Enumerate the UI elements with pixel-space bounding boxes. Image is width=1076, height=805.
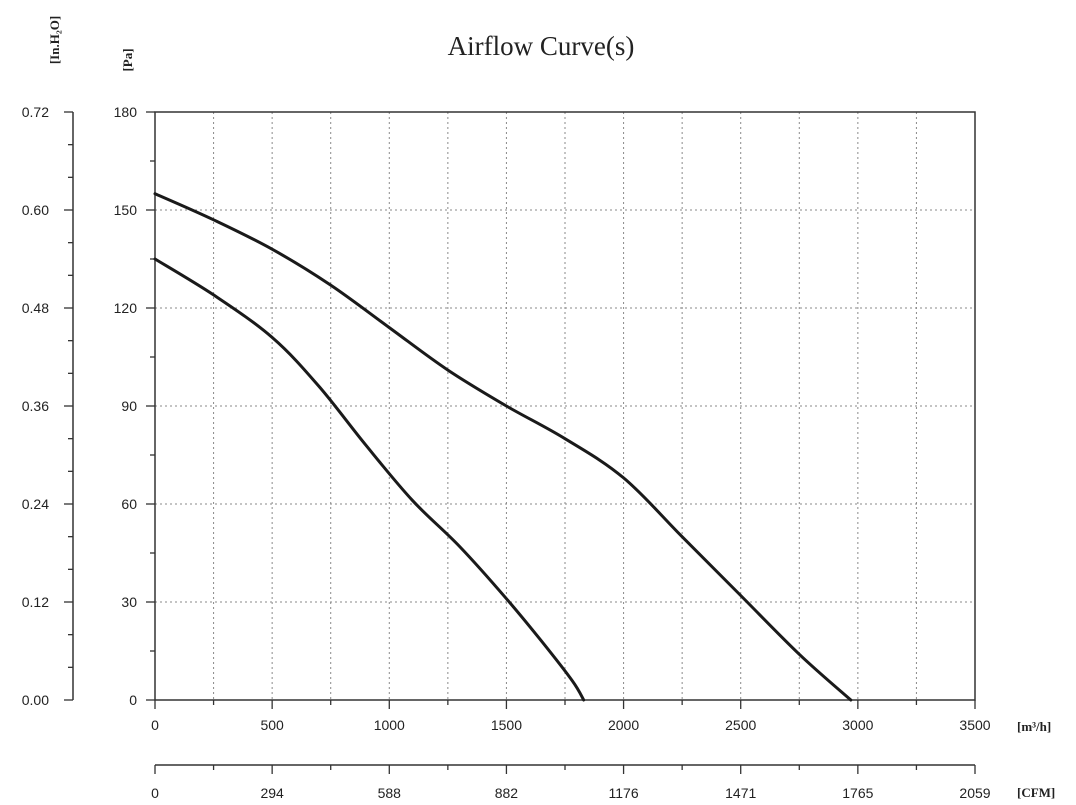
axis-ticks: [64, 111, 976, 774]
x-cfm-tick-label: 588: [378, 785, 402, 801]
y-pa-tick-label: 180: [114, 104, 138, 120]
y-pa-tick-label: 120: [114, 300, 138, 316]
y-pa-tick-label: 60: [121, 496, 137, 512]
y-unit-label-inh2o: [In.H₂O]: [47, 16, 62, 64]
grid-lines: [155, 112, 975, 700]
x-unit-label-m3h: [m³/h]: [1017, 719, 1051, 734]
tick-labels: 0 30 60 90 120 150 180 0.00 0.12 0.24 0.36 0.48 0.60…: [22, 104, 991, 801]
y-unit-label-pa: [Pa]: [120, 48, 135, 71]
x-m3h-tick-label: 3500: [959, 717, 990, 733]
airflow-curve-1: [153, 192, 853, 702]
x-cfm-tick-label: 0: [151, 785, 159, 801]
x-unit-label-cfm: [CFM]: [1017, 785, 1055, 800]
x-m3h-tick-label: 500: [260, 717, 284, 733]
chart-title: Airflow Curve(s): [448, 31, 635, 61]
x-m3h-tick-label: 0: [151, 717, 159, 733]
x-cfm-tick-label: 1765: [842, 785, 873, 801]
y-inh2o-tick-label: 0.24: [22, 496, 49, 512]
x-m3h-tick-label: 1000: [374, 717, 405, 733]
y-inh2o-tick-label: 0.12: [22, 594, 49, 610]
x-cfm-tick-label: 294: [260, 785, 284, 801]
x-cfm-tick-label: 1176: [609, 785, 639, 801]
series-curves: [153, 192, 853, 702]
y-inh2o-tick-label: 0.00: [22, 692, 49, 708]
y-inh2o-tick-label: 0.36: [22, 398, 49, 414]
x-cfm-tick-label: 1471: [725, 785, 756, 801]
y-pa-tick-label: 90: [121, 398, 137, 414]
y-inh2o-tick-label: 0.48: [22, 300, 49, 316]
x-m3h-tick-label: 3000: [842, 717, 873, 733]
x-m3h-tick-label: 2500: [725, 717, 756, 733]
x-m3h-tick-label: 1500: [491, 717, 522, 733]
x-cfm-tick-label: 2059: [959, 785, 990, 801]
x-cfm-tick-label: 882: [495, 785, 519, 801]
y-pa-tick-label: 30: [121, 594, 137, 610]
airflow-curve-2: [153, 257, 586, 702]
y-inh2o-tick-label: 0.72: [22, 104, 49, 120]
x-m3h-tick-label: 2000: [608, 717, 639, 733]
y-inh2o-tick-label: 0.60: [22, 202, 49, 218]
y-pa-tick-label: 150: [114, 202, 138, 218]
y-pa-tick-label: 0: [129, 692, 137, 708]
